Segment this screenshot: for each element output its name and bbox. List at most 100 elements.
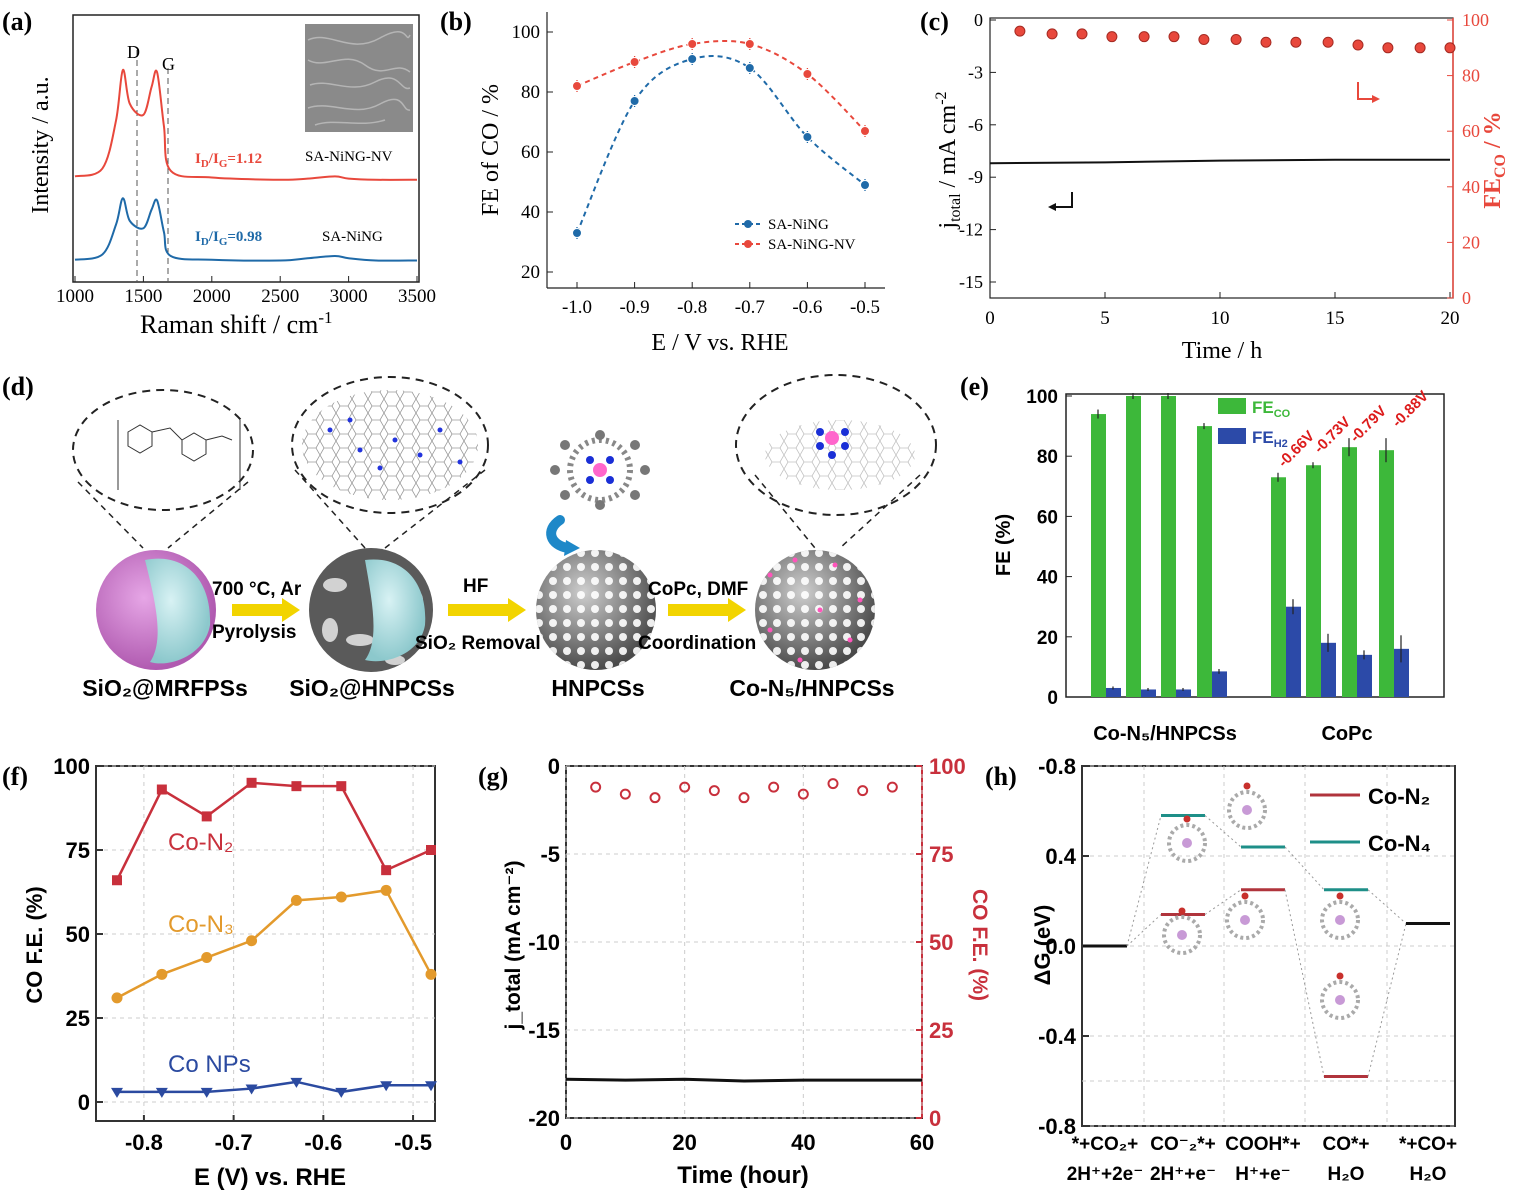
panel-h-ytick-label-1: 0.4: [1045, 844, 1076, 869]
panel-c-fe-point-9: [1290, 36, 1302, 48]
d-zoom-line-1a: [77, 481, 144, 549]
panel-c-fe-point-5: [1168, 31, 1180, 43]
panel-d: (d): [2, 372, 937, 701]
panel-b-xtick-label-5: -0.5: [850, 297, 880, 318]
panel-h-molecule-center-4: [1335, 915, 1345, 925]
panel-g-fe-point-1: [619, 788, 631, 800]
panel-a-ratio-bottom: ID/IG=0.98: [195, 229, 262, 248]
panel-g-xtick-label-3: 60: [910, 1130, 934, 1155]
panel-f-point-2-4: [290, 1077, 303, 1088]
panel-c-fe-point-3: [1106, 31, 1118, 43]
panel-b-xtick-label-2: -0.8: [677, 297, 707, 318]
panel-a-xtick-label-2: 2000: [193, 286, 231, 307]
panel-g-xtick-label-0: 0: [560, 1130, 572, 1155]
panel-c-y2label: FECO / %: [1480, 111, 1509, 208]
panel-f-point-0-5: [336, 781, 347, 792]
panel-c-ytick-label-2: -6: [968, 115, 983, 135]
d-label-4: Co-N₅/HNPCSs: [729, 675, 894, 701]
panel-a-series-sa-ning: [74, 197, 418, 262]
panel-c-xtick-label-4: 20: [1441, 308, 1460, 329]
panel-g-xlabel: Time (hour): [677, 1162, 809, 1189]
panel-c-fe-point-13: [1414, 42, 1426, 54]
panel-e-letter: (e): [960, 372, 989, 401]
panel-b-point-1-3: [744, 39, 755, 49]
panel-g-plot: [565, 778, 922, 1083]
panel-a-tem-texture: [307, 31, 411, 126]
panel-h: (h) -0.80.40.0-0.4-0.8*+CO₂+ CO⁻₂*+ COOH*+…: [985, 754, 1457, 1185]
panel-h-connector-1-4: [1367, 889, 1407, 924]
panel-f-point-1-3: [246, 935, 258, 947]
panel-h-xtick-top-2: COOH*+: [1225, 1134, 1301, 1155]
panel-f-plot: [111, 777, 437, 1098]
panel-e-bar-h2-4: [1286, 606, 1301, 697]
panel-e-bar-h2-7: [1394, 648, 1409, 697]
panel-b-xtick-label-3: -0.7: [735, 297, 765, 318]
panel-c-right-arrow: [1357, 82, 1376, 100]
panel-g-fe-point-4: [708, 785, 720, 797]
panel-h-xtick-bottom-1: 2H⁺+e⁻: [1150, 1164, 1216, 1185]
panel-e-ytick-label-5: 100: [1026, 387, 1058, 408]
panel-h-xtick-bottom-2: H⁺+e⁻: [1235, 1164, 1290, 1185]
panel-e-bar-co-0: [1091, 414, 1106, 697]
panel-f-point-0-1: [156, 784, 167, 795]
d-arrow-2: [448, 598, 526, 622]
panel-e-bar-h2-6: [1357, 654, 1372, 697]
panel-b-ytick-label-0: 20: [521, 262, 540, 283]
panel-f-point-2-7: [425, 1081, 437, 1092]
panel-e-ylabel: FE (%): [993, 514, 1015, 576]
panel-c-fe-point-1: [1046, 28, 1058, 40]
panel-h-molecule-o-2: [1178, 907, 1186, 915]
panel-f-ytick-label-4: 100: [53, 754, 90, 779]
panel-a-xtick-label-4: 3000: [330, 286, 368, 307]
d-polymer-structure: [117, 420, 241, 490]
panel-h-connector-0-2: [1204, 889, 1242, 915]
panel-g-y2tick-label-0: 100: [929, 754, 966, 779]
panel-h-molecule-ring-2: [1162, 915, 1202, 955]
panel-a-ylabel: Intensity / a.u.: [28, 76, 54, 213]
panel-f-label-con3: Co-N₃: [168, 911, 234, 938]
panel-f-xlabel: E (V) vs. RHE: [194, 1164, 346, 1191]
panel-c-plot: [989, 25, 1456, 165]
panel-e-bar-co-4: [1271, 477, 1286, 697]
panel-g-fe-point-5: [738, 792, 750, 804]
panel-e-ytick-label-3: 60: [1037, 507, 1058, 528]
panel-e-ytick-label-4: 80: [1037, 447, 1058, 468]
panel-h-plot: [1083, 782, 1450, 1078]
panel-c-y2tick-label-4: 20: [1462, 232, 1480, 252]
panel-e-ytick-label-1: 20: [1037, 628, 1058, 649]
panel-a-label-bottom: SA-NiNG: [322, 229, 383, 245]
panel-a-label-top: SA-NiNG-NV: [305, 149, 393, 165]
panel-b-point-0-4: [802, 132, 813, 142]
panel-b-ytick-label-2: 60: [521, 142, 540, 163]
panel-b-ylabel: FE of CO / %: [478, 84, 504, 216]
panel-c-y2tick-label-2: 60: [1462, 121, 1480, 141]
panel-a-ratio-top: ID/IG=1.12: [195, 151, 262, 170]
panel-c-y2tick-label-3: 40: [1462, 177, 1480, 197]
d-step1-top: 700 °C, Ar: [212, 579, 302, 600]
d-step3-top: CoPc, DMF: [648, 579, 748, 600]
panel-c-ytick-label-3: -9: [968, 167, 983, 187]
panel-b-xtick-label-4: -0.6: [792, 297, 822, 318]
panel-c-fe-point-12: [1382, 42, 1394, 54]
panel-h-xtick-top-4: *+CO+: [1399, 1134, 1457, 1155]
panel-c-xtick-label-2: 10: [1211, 308, 1230, 329]
panel-h-connector-0-3: [1284, 889, 1325, 1077]
panel-e-legend-h2: FEH2: [1252, 428, 1288, 450]
panel-e-group-2: CoPc: [1321, 723, 1372, 745]
panel-f-ylabel: CO F.E. (%): [22, 886, 47, 1003]
panel-h-molecule-o-3: [1241, 892, 1249, 900]
panel-b-legend-0: SA-NiNG: [768, 217, 829, 233]
panel-f-point-1-0: [111, 992, 123, 1004]
panel-b-legend: SA-NiNG SA-NiNG-NV: [735, 217, 856, 253]
d-graphene-sheet: [302, 390, 478, 500]
panel-h-molecule-o-5: [1336, 972, 1344, 980]
panel-e-bar-co-1: [1126, 396, 1141, 697]
panel-b-point-0-5: [860, 180, 870, 190]
panel-b-point-0-3: [744, 63, 755, 73]
panel-f-point-0-4: [291, 781, 302, 792]
panel-c-xtick-label-0: 0: [985, 308, 995, 329]
d-sphere-4-pores: [755, 550, 875, 670]
panel-c-y2tick-label-1: 80: [1462, 66, 1480, 86]
